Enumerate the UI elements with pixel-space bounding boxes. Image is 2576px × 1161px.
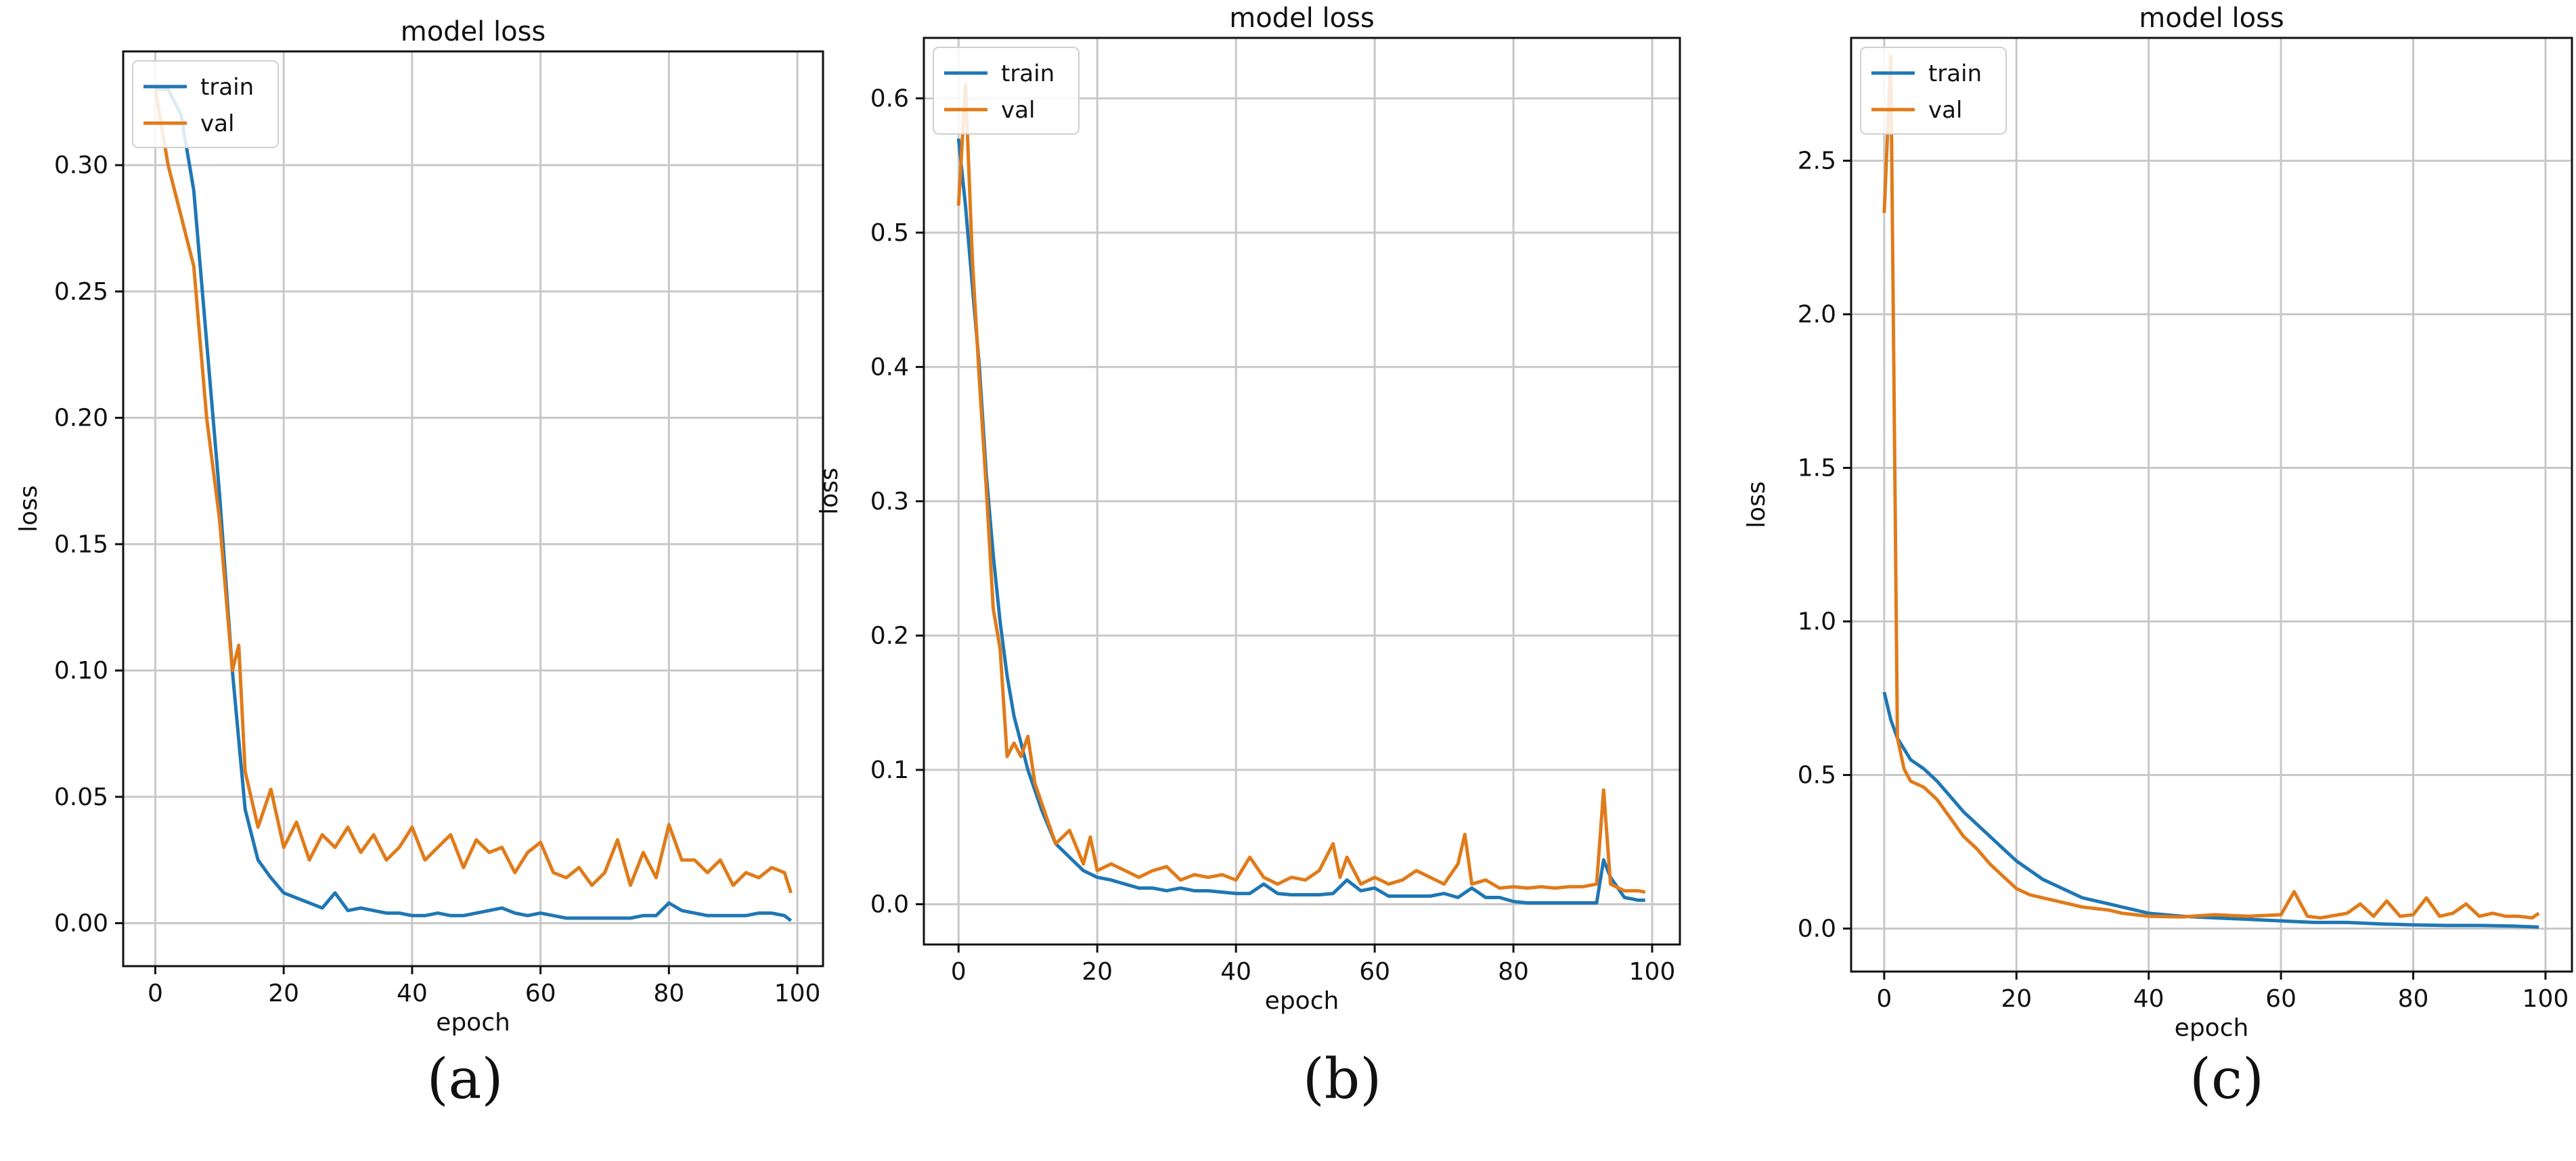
x-tick-label: 100 — [1629, 958, 1676, 986]
y-tick-label: 0.5 — [1798, 761, 1836, 789]
x-tick-label: 100 — [2523, 985, 2569, 1013]
y-tick-label: 0.05 — [54, 783, 108, 811]
x-axis-label: epoch — [2175, 1014, 2249, 1042]
series-line-train — [956, 138, 1645, 905]
legend-label-val: val — [1928, 97, 1962, 124]
x-tick-label: 80 — [1498, 958, 1529, 986]
y-tick-label: 0.30 — [54, 152, 108, 179]
y-tick-label: 1.0 — [1798, 608, 1836, 636]
y-tick-label: 0.2 — [870, 622, 909, 650]
caption-c: (c) — [2190, 1047, 2264, 1112]
legend-box — [132, 60, 279, 148]
y-tick-label: 0.6 — [870, 85, 909, 112]
chart-panel-a: 0 20 40 60 80 100 0.00 0.05 0.10 0.15 0.20 0.25 0.30… — [15, 16, 824, 1037]
y-tick-label: 0.10 — [54, 657, 108, 685]
x-tick-label: 60 — [1359, 958, 1390, 986]
y-tick-label: 0.0 — [870, 890, 909, 918]
x-tick-label: 0 — [951, 958, 967, 986]
y-tick-label: 0.20 — [54, 405, 108, 432]
x-tick-label: 20 — [1082, 958, 1113, 986]
legend-label-train: train — [200, 74, 254, 101]
caption-a: (a) — [426, 1047, 504, 1112]
caption-b: (b) — [1302, 1047, 1382, 1112]
y-tick-label: 0.0 — [1798, 915, 1836, 942]
chart-panel-b: 0 20 40 60 80 100 0.0 0.1 0.2 0.3 0.4 0.5 0.6 model l… — [816, 3, 1681, 1015]
y-axis-label: loss — [15, 485, 43, 532]
y-tick-label: 2.5 — [1798, 147, 1836, 175]
x-tick-label: 0 — [1876, 985, 1892, 1013]
series-line-train — [155, 87, 793, 922]
x-tick-label: 20 — [2001, 985, 2032, 1013]
y-tick-label: 2.0 — [1798, 301, 1836, 329]
y-tick-label: 0.4 — [870, 353, 909, 381]
y-tick-label: 0.5 — [870, 219, 909, 247]
y-tick-label: 0.25 — [54, 278, 108, 306]
x-tick-label: 80 — [2398, 985, 2429, 1013]
x-tick-label: 100 — [774, 980, 821, 1007]
axes-frame — [923, 37, 1681, 946]
legend-label-train: train — [1928, 60, 1982, 87]
x-axis-label: epoch — [1265, 987, 1339, 1015]
legend-box — [933, 47, 1080, 135]
legend-label-train: train — [1001, 60, 1054, 87]
y-tick-label: 0.00 — [54, 910, 108, 938]
y-axis-label: loss — [1743, 481, 1771, 528]
legend-box — [1860, 47, 2007, 135]
x-tick-label: 40 — [2133, 985, 2164, 1013]
x-tick-label: 60 — [2265, 985, 2296, 1013]
y-tick-label: 0.3 — [870, 488, 909, 516]
legend-label-val: val — [1001, 97, 1035, 124]
series-line-train — [1882, 691, 2539, 929]
chart-title: model loss — [1229, 3, 1375, 34]
x-tick-label: 0 — [148, 980, 163, 1007]
x-tick-label: 40 — [1220, 958, 1251, 986]
y-tick-label: 0.15 — [54, 530, 108, 558]
x-tick-label: 60 — [525, 980, 556, 1007]
series-line-val — [956, 83, 1646, 894]
y-tick-label: 0.1 — [870, 756, 909, 784]
axes-frame — [122, 50, 824, 968]
x-tick-label: 80 — [653, 980, 684, 1007]
chart-title: model loss — [2139, 3, 2284, 34]
x-axis-label: epoch — [436, 1009, 510, 1037]
chart-panel-c: 0 20 40 60 80 100 0.0 0.5 1.0 1.5 2.0 2.5 model loss… — [1743, 3, 2573, 1042]
y-axis-label: loss — [816, 468, 843, 515]
y-tick-label: 1.5 — [1798, 455, 1836, 482]
x-tick-label: 40 — [397, 980, 428, 1007]
x-tick-label: 20 — [268, 980, 299, 1007]
legend-label-val: val — [200, 110, 234, 137]
chart-title: model loss — [401, 16, 546, 47]
series-line-val — [153, 89, 793, 894]
series-line-val — [1882, 54, 2540, 920]
axes-frame — [1850, 37, 2573, 973]
